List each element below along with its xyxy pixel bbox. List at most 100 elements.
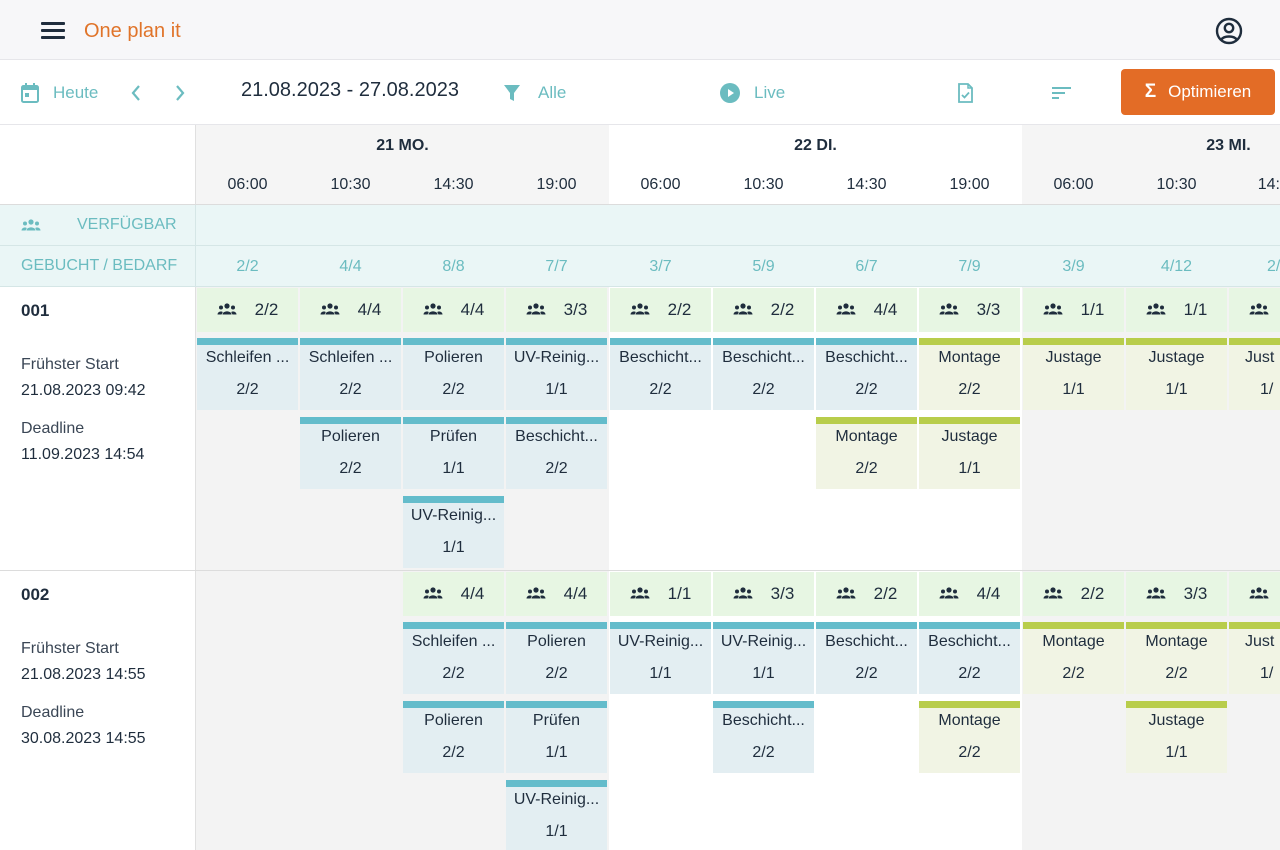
resource-cell[interactable]: 4/4 [816, 288, 917, 332]
resource-cell[interactable]: 2/2 [1023, 572, 1124, 616]
task-card[interactable]: Montage 2/2 [1126, 622, 1227, 694]
resource-cell[interactable]: 1/1 [610, 572, 711, 616]
task-card[interactable]: UV-Reinig... 1/1 [713, 622, 814, 694]
task-quantity: 2/2 [442, 381, 465, 398]
task-status-bar [1023, 338, 1124, 345]
task-card[interactable]: Beschicht... 2/2 [713, 338, 814, 410]
deadline-value: 30.08.2023 14:55 [21, 730, 146, 747]
resource-cell[interactable]: 1/1 [1126, 288, 1227, 332]
resource-cell[interactable]: 3/3 [919, 288, 1020, 332]
filter-label: Alle [538, 82, 567, 102]
resource-cell[interactable]: 4/4 [403, 288, 504, 332]
order-info: 002 Frühster Start 21.08.2023 14:55 Dead… [0, 571, 196, 850]
task-card[interactable]: Polieren 2/2 [403, 338, 504, 410]
resource-cell[interactable]: 2/2 [610, 288, 711, 332]
time-label: 06:00 [1053, 176, 1094, 193]
task-card[interactable]: Schleifen ... 2/2 [197, 338, 298, 410]
resource-cell[interactable]: 1/1 [1023, 288, 1124, 332]
resource-cell[interactable]: 3/3 [1126, 572, 1227, 616]
task-card[interactable]: Montage 2/2 [1023, 622, 1124, 694]
live-button[interactable]: Live [720, 60, 785, 125]
team-icon [320, 300, 340, 320]
task-name: Montage [835, 428, 898, 445]
resource-cell[interactable]: 2/2 [713, 288, 814, 332]
task-quantity: 2/2 [958, 381, 981, 398]
task-quantity: 2/2 [958, 665, 981, 682]
account-icon[interactable] [1215, 17, 1243, 45]
task-card[interactable]: Beschicht... 2/2 [713, 701, 814, 773]
team-icon [1146, 584, 1166, 604]
task-status-bar [919, 417, 1020, 424]
task-quantity: 2/2 [752, 381, 775, 398]
task-card[interactable]: Just 1/ [1229, 338, 1280, 410]
task-card[interactable]: Just 1/ [1229, 622, 1280, 694]
task-card[interactable]: Polieren 2/2 [506, 622, 607, 694]
task-name: Schleifen ... [411, 633, 496, 650]
task-status-bar [1229, 338, 1280, 345]
next-week-button[interactable] [174, 60, 186, 125]
optimize-button[interactable]: Σ Optimieren [1121, 69, 1275, 115]
date-range[interactable]: 21.08.2023 - 27.08.2023 [241, 79, 459, 101]
task-card[interactable]: Beschicht... 2/2 [816, 338, 917, 410]
task-card[interactable]: UV-Reinig... 1/1 [506, 780, 607, 850]
task-card[interactable]: Beschicht... 2/2 [816, 622, 917, 694]
team-icon [630, 584, 650, 604]
task-card[interactable]: Montage 2/2 [919, 701, 1020, 773]
day-column-header: 21 MO. [196, 125, 609, 205]
task-card[interactable]: Beschicht... 2/2 [610, 338, 711, 410]
play-icon [720, 82, 740, 103]
task-status-bar [403, 701, 504, 708]
filter-button[interactable]: Alle [503, 60, 566, 125]
task-card[interactable]: Prüfen 1/1 [403, 417, 504, 489]
task-card[interactable]: Schleifen ... 2/2 [403, 622, 504, 694]
task-status-bar [713, 338, 814, 345]
resource-cell[interactable]: 4/4 [403, 572, 504, 616]
resource-cell[interactable]: 4/4 [506, 572, 607, 616]
menu-icon[interactable] [41, 22, 65, 40]
order-id[interactable]: 002 [21, 585, 50, 604]
deadline-label: Deadline [21, 420, 85, 437]
task-name: Montage [1042, 633, 1105, 650]
team-icon [423, 584, 443, 604]
order-id[interactable]: 001 [21, 301, 50, 320]
task-status-bar [197, 338, 298, 345]
resource-cell[interactable]: 3/3 [506, 288, 607, 332]
task-status-bar [816, 622, 917, 629]
task-name: Beschicht... [619, 349, 702, 366]
task-card[interactable]: UV-Reinig... 1/1 [403, 496, 504, 568]
grid-header-corner [0, 125, 196, 205]
resource-cell[interactable]: 3/3 [713, 572, 814, 616]
task-quantity: 1/1 [442, 460, 465, 477]
today-button[interactable]: Heute [21, 60, 98, 125]
document-check-icon [958, 82, 973, 103]
task-card[interactable]: Polieren 2/2 [300, 417, 401, 489]
report-button[interactable] [957, 60, 974, 125]
task-card[interactable]: Schleifen ... 2/2 [300, 338, 401, 410]
task-card[interactable]: Justage 1/1 [919, 417, 1020, 489]
time-label: 14: [1257, 176, 1280, 193]
prev-week-button[interactable] [130, 60, 142, 125]
task-status-bar [816, 417, 917, 424]
task-status-bar [713, 701, 814, 708]
task-card[interactable]: Beschicht... 2/2 [506, 417, 607, 489]
resource-cell[interactable]: 4/4 [919, 572, 1020, 616]
resource-cell[interactable]: 2/2 [816, 572, 917, 616]
available-label: VERFÜGBAR [77, 216, 177, 233]
resource-cell[interactable] [1229, 572, 1280, 616]
resource-cell[interactable] [1229, 288, 1280, 332]
task-card[interactable]: Beschicht... 2/2 [919, 622, 1020, 694]
task-card[interactable]: UV-Reinig... 1/1 [610, 622, 711, 694]
sort-button[interactable] [1052, 60, 1071, 125]
task-quantity: 2/2 [1062, 665, 1085, 682]
task-card[interactable]: Justage 1/1 [1023, 338, 1124, 410]
task-card[interactable]: Montage 2/2 [919, 338, 1020, 410]
task-card[interactable]: Justage 1/1 [1126, 701, 1227, 773]
task-card[interactable]: Polieren 2/2 [403, 701, 504, 773]
task-card[interactable]: Justage 1/1 [1126, 338, 1227, 410]
team-icon [733, 584, 753, 604]
resource-cell[interactable]: 2/2 [197, 288, 298, 332]
task-card[interactable]: UV-Reinig... 1/1 [506, 338, 607, 410]
resource-cell[interactable]: 4/4 [300, 288, 401, 332]
task-card[interactable]: Prüfen 1/1 [506, 701, 607, 773]
task-card[interactable]: Montage 2/2 [816, 417, 917, 489]
